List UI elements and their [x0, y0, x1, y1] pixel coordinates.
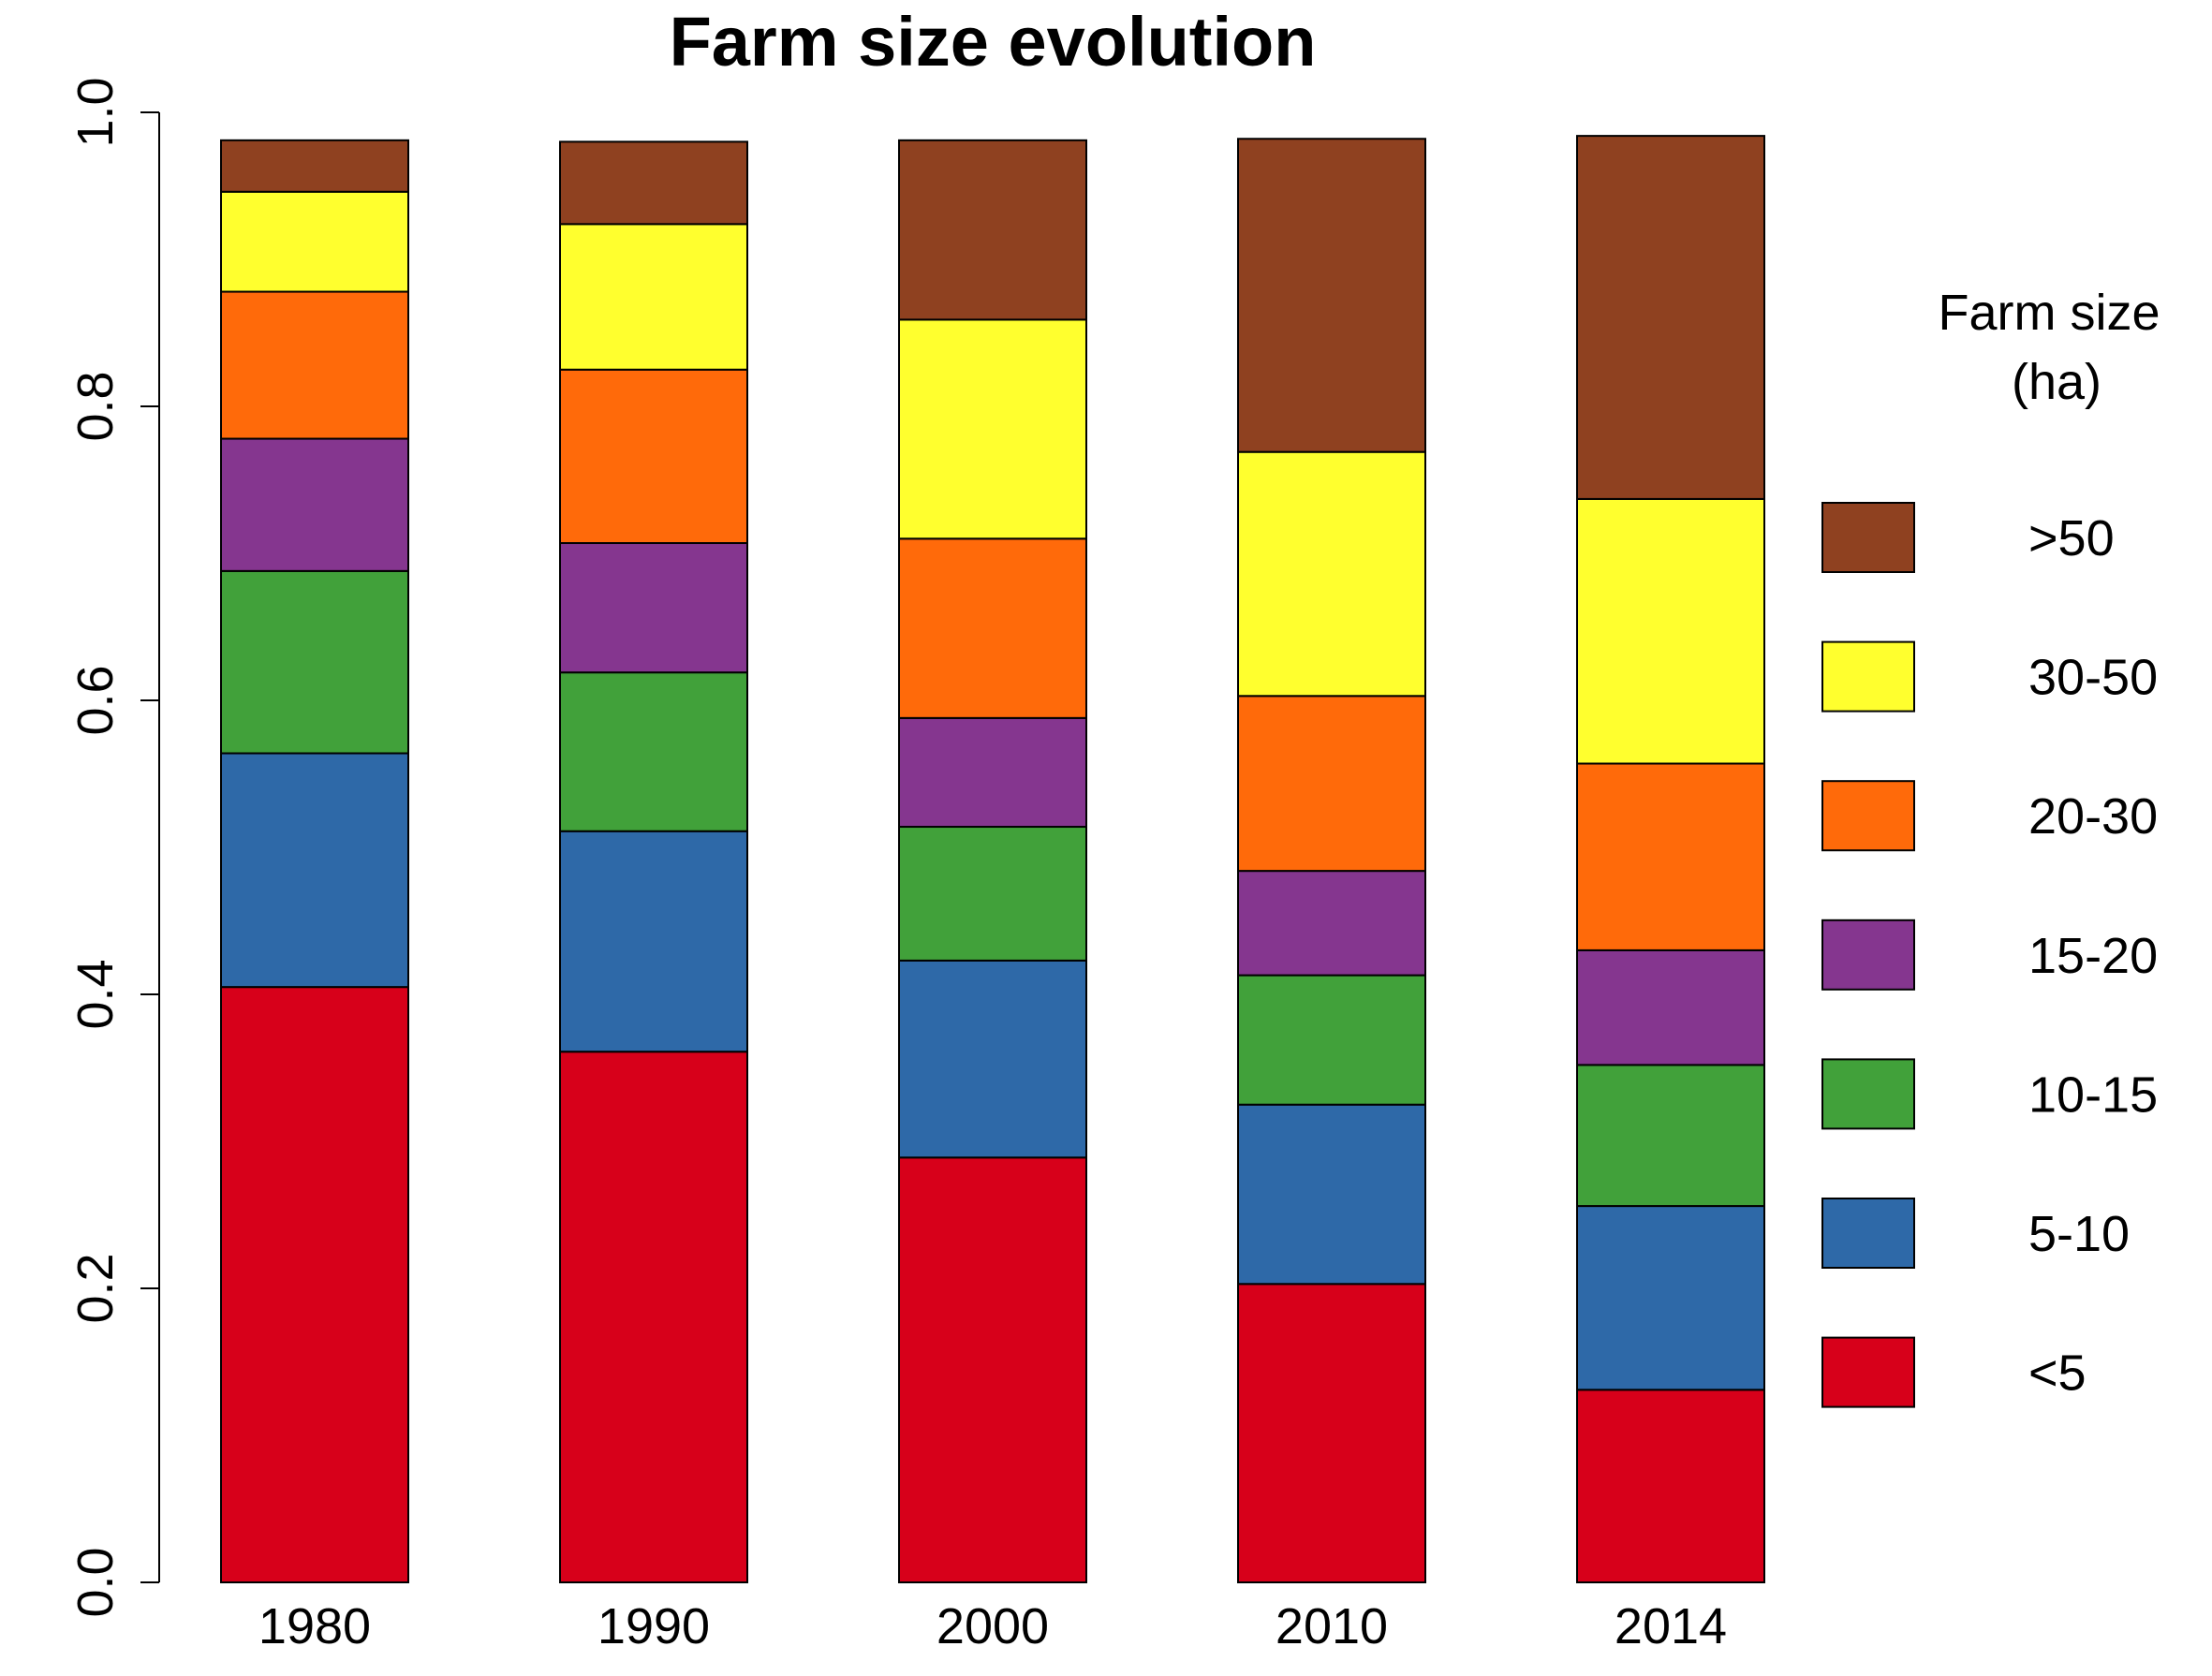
- bar-segment: [1237, 974, 1426, 1106]
- legend-item: 10-15: [1821, 1058, 2158, 1130]
- bar-stack-1980: [220, 139, 409, 1583]
- legend: Farm size (ha) >50 30-50 20-30 15-20 10-15 5-…: [1821, 285, 2160, 1408]
- bar-segment: [898, 1156, 1087, 1584]
- x-tick-label: 1980: [258, 1598, 371, 1654]
- legend-title-line1: Farm size: [1938, 285, 2160, 341]
- bar-stack-2014: [1576, 135, 1765, 1583]
- legend-label: 30-50: [2028, 650, 2158, 706]
- bar-segment: [220, 190, 409, 293]
- bar-segment: [220, 437, 409, 572]
- bar-stack-1990: [559, 140, 748, 1583]
- bar-segment: [559, 140, 748, 226]
- y-tick-label: 0.0: [67, 1547, 124, 1617]
- y-tick-label: 0.4: [67, 959, 124, 1029]
- bar-segment: [220, 986, 409, 1583]
- bar-segment: [1576, 762, 1765, 951]
- bar-segment: [898, 318, 1087, 540]
- legend-swatch: [1821, 1198, 1915, 1269]
- legend-swatch: [1821, 502, 1915, 573]
- bar-segment: [559, 368, 748, 545]
- legend-swatch: [1821, 640, 1915, 713]
- bar-segment: [1576, 135, 1765, 500]
- bar-segment: [1576, 497, 1765, 765]
- bar-segment: [559, 671, 748, 832]
- legend-item: <5: [1821, 1336, 2087, 1408]
- bar-segment: [1237, 1283, 1426, 1584]
- legend-label: >50: [2028, 510, 2115, 566]
- bar-segment: [1237, 695, 1426, 873]
- y-tick-label: 1.0: [67, 77, 124, 147]
- bar-segment: [1237, 1103, 1426, 1286]
- x-tick-label: 1990: [597, 1598, 710, 1654]
- legend-item: 15-20: [1821, 919, 2158, 991]
- bar-segment: [1576, 1389, 1765, 1583]
- bar-segment: [559, 223, 748, 371]
- bar-segment: [1237, 138, 1426, 453]
- bar-segment: [220, 569, 409, 755]
- legend-label: 5-10: [2028, 1206, 2130, 1262]
- x-tick-label: 2000: [936, 1598, 1049, 1654]
- legend-label: 10-15: [2028, 1066, 2158, 1123]
- bar-segment: [898, 139, 1087, 321]
- legend-label: <5: [2028, 1345, 2087, 1402]
- bar-segment: [898, 716, 1087, 829]
- y-tick-label: 0.6: [67, 665, 124, 735]
- bar-segment: [1576, 1064, 1765, 1208]
- x-tick-label: 2010: [1276, 1598, 1388, 1654]
- legend-label: 15-20: [2028, 928, 2158, 984]
- chart-title: Farm size evolution: [670, 3, 1317, 81]
- y-tick-label: 0.8: [67, 371, 124, 441]
- legend-swatch: [1821, 1336, 1915, 1408]
- bar-stack-2010: [1237, 138, 1426, 1584]
- bar-segment: [1237, 450, 1426, 698]
- legend-item: 30-50: [1821, 640, 2158, 713]
- y-tick-label: 0.2: [67, 1253, 124, 1323]
- legend-title-line2: (ha): [2012, 354, 2101, 410]
- bar-segment: [559, 542, 748, 674]
- legend-swatch: [1821, 780, 1915, 852]
- bars-group: [220, 135, 1765, 1584]
- bar-segment: [559, 830, 748, 1053]
- y-axis: 0.0 0.2 0.4 0.6 0.8 1.0: [67, 77, 160, 1618]
- bar-stack-2000: [898, 139, 1087, 1584]
- bar-segment: [1576, 1205, 1765, 1391]
- legend-swatch: [1821, 919, 1915, 991]
- legend-swatch: [1821, 1058, 1915, 1130]
- bar-segment: [220, 290, 409, 440]
- legend-label: 20-30: [2028, 788, 2158, 845]
- legend-item: 20-30: [1821, 780, 2158, 852]
- bar-segment: [559, 1051, 748, 1583]
- x-axis-labels: 1980 1990 2000 2010 2014: [258, 1598, 1727, 1654]
- x-tick-label: 2014: [1615, 1598, 1727, 1654]
- legend-item: 5-10: [1821, 1198, 2130, 1269]
- bar-segment: [898, 959, 1087, 1159]
- bar-segment: [898, 537, 1087, 719]
- bar-segment: [1576, 948, 1765, 1066]
- bar-segment: [898, 826, 1087, 962]
- bar-segment: [220, 752, 409, 989]
- legend-item: >50: [1821, 502, 2115, 573]
- bar-segment: [220, 139, 409, 193]
- bar-segment: [1237, 870, 1426, 977]
